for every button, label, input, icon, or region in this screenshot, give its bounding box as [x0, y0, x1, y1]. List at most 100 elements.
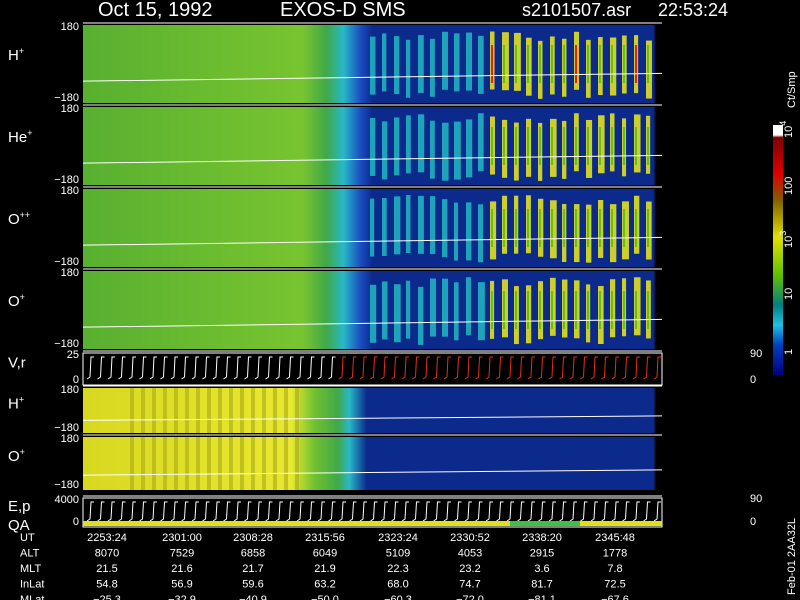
- colorbar-label: 104: [778, 121, 795, 138]
- cell: 6858: [241, 548, 265, 560]
- sweep: [223, 501, 231, 522]
- cell: 2330:52: [450, 532, 490, 544]
- sweep: [370, 356, 378, 380]
- panel-label-sup: +: [27, 128, 32, 138]
- stripe-core: [515, 209, 517, 247]
- cell: 72.5: [604, 579, 625, 591]
- sweep: [233, 356, 241, 380]
- stripe: [240, 437, 244, 490]
- stripe: [174, 437, 178, 490]
- cell: 2915: [530, 548, 554, 560]
- panel-label-sup: +: [20, 447, 25, 457]
- sweep: [464, 356, 472, 380]
- axis-top: 180: [61, 384, 79, 396]
- sweep: [443, 501, 451, 522]
- cell: −25.3: [93, 594, 121, 600]
- colorbar-label-base: 10: [783, 288, 795, 300]
- stripe-core: [647, 209, 649, 247]
- cell: 2338:20: [522, 532, 562, 544]
- stripe: [218, 437, 222, 490]
- stripe: [229, 437, 233, 490]
- sweep: [527, 501, 535, 522]
- panel-label-base: He: [8, 129, 27, 146]
- cell: −72.0: [456, 594, 484, 600]
- cell: 21.7: [242, 563, 263, 575]
- stripe: [550, 200, 557, 259]
- trace: [82, 318, 663, 328]
- stripe: [502, 32, 509, 91]
- stripe-core: [647, 291, 649, 329]
- sweep: [181, 501, 189, 522]
- cell: −67.6: [601, 594, 629, 600]
- stripe: [406, 39, 411, 98]
- instrument: EXOS-D SMS: [280, 0, 406, 21]
- sweep: [496, 356, 504, 380]
- stripe: [152, 437, 156, 490]
- sweep: [422, 501, 430, 522]
- row-label: InLat: [20, 579, 44, 591]
- sweep: [443, 356, 451, 380]
- sweep: [601, 356, 609, 380]
- sweep: [160, 501, 168, 522]
- stripe: [418, 286, 424, 345]
- sweep: [527, 356, 535, 380]
- cell: 21.5: [96, 563, 117, 575]
- stripe-core: [551, 291, 553, 329]
- sweep: [401, 356, 409, 380]
- stripe: [610, 204, 617, 263]
- cell: 56.9: [171, 579, 192, 591]
- cell: 7529: [170, 548, 194, 560]
- panel-label-base: O: [8, 211, 20, 228]
- stripe-core: [515, 127, 517, 165]
- stripe-core: [647, 45, 649, 83]
- stripe-core: [527, 209, 529, 247]
- stripe-core: [563, 209, 565, 247]
- panel-label: O+: [8, 447, 25, 465]
- cell: 4053: [458, 548, 482, 560]
- sweep: [139, 356, 147, 380]
- stripe: [273, 437, 277, 490]
- panel-label-base: H: [8, 47, 19, 64]
- stripe-core: [527, 291, 529, 329]
- sweep: [223, 356, 231, 380]
- stripe-core: [587, 127, 589, 165]
- stripe: [130, 437, 134, 490]
- trace: [82, 154, 663, 164]
- cell: −50.0: [311, 594, 339, 600]
- panel-label-base: O: [8, 293, 20, 310]
- sweep: [107, 356, 115, 380]
- stripe: [152, 388, 156, 433]
- stripe-core: [611, 45, 613, 83]
- sweep: [601, 501, 609, 522]
- sweep: [170, 356, 178, 380]
- panel-bg: [83, 388, 662, 433]
- sweep: [202, 501, 210, 522]
- qa-bar: [83, 521, 662, 526]
- sweep: [643, 356, 651, 380]
- axis-bottom: −180: [54, 256, 79, 268]
- stripe: [598, 115, 605, 174]
- axis-bottom: −180: [54, 174, 79, 186]
- stripe: [634, 114, 641, 173]
- panel-bg: [83, 437, 662, 490]
- sweep: [286, 501, 294, 522]
- colorbar-label-base: 100: [783, 177, 795, 195]
- cell: 63.2: [314, 579, 335, 591]
- stripe-core: [587, 209, 589, 247]
- stripe: [442, 122, 449, 181]
- stripe: [454, 282, 459, 341]
- sweep: [97, 501, 105, 522]
- stripe: [478, 113, 484, 172]
- sweep: [632, 356, 640, 380]
- sweep: [202, 356, 210, 380]
- stripe: [251, 388, 255, 433]
- stripe: [418, 35, 424, 94]
- cell: 2301:00: [162, 532, 202, 544]
- stripe-core: [635, 291, 637, 329]
- stripe: [163, 388, 167, 433]
- sweep: [86, 356, 94, 380]
- stripe: [141, 388, 145, 433]
- stripe: [454, 121, 461, 180]
- sweep: [128, 501, 136, 522]
- cell: −40.9: [239, 594, 267, 600]
